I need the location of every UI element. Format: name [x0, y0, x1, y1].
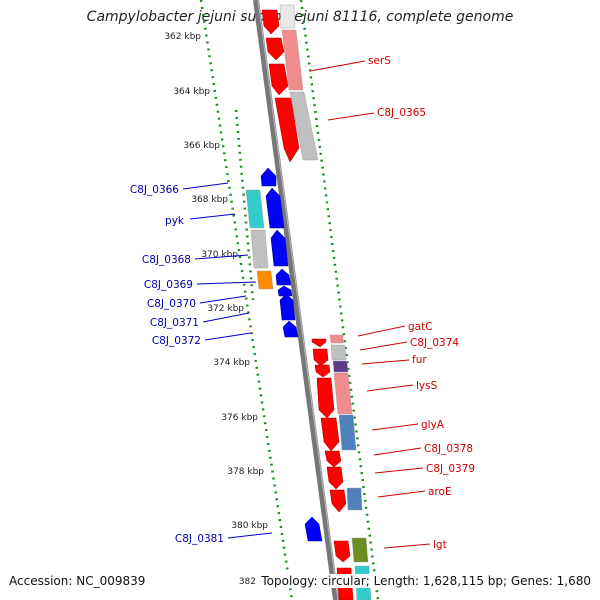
gene-arrow-forward[interactable]	[326, 466, 344, 490]
leader-line	[357, 325, 406, 337]
leader-line	[182, 182, 229, 190]
gene-label[interactable]: glyA	[421, 419, 445, 431]
gene-label[interactable]: C8J_0365	[377, 107, 426, 119]
gene-label[interactable]: C8J_0381	[175, 533, 224, 545]
gene-label[interactable]: fur	[412, 354, 427, 366]
gene-arrow-reverse[interactable]	[304, 516, 323, 542]
cog-bar	[256, 270, 274, 290]
leader-lines-reverse	[182, 182, 273, 539]
gene-arrow-reverse[interactable]	[260, 167, 277, 187]
cog-bar	[351, 537, 369, 563]
gene-arrow-reverse[interactable]	[270, 229, 289, 267]
cog-bar	[289, 91, 319, 161]
gene-label[interactable]: C8J_0378	[424, 443, 473, 455]
cog-bar	[279, 4, 296, 29]
gene-arrow-forward[interactable]	[312, 348, 329, 367]
content-ring-forward-edge	[299, 0, 380, 600]
gene-label[interactable]: C8J_0370	[147, 298, 196, 310]
cog-bar	[332, 360, 349, 373]
gene-label[interactable]: C8J_0366	[130, 184, 179, 196]
gene-arrow-forward[interactable]	[274, 97, 300, 163]
leader-line	[371, 423, 419, 431]
backbone-highlight	[257, 0, 339, 600]
leader-line	[227, 532, 273, 539]
leader-line	[359, 341, 408, 351]
gene-arrow-forward[interactable]	[265, 37, 285, 61]
gene-label[interactable]: C8J_0368	[142, 254, 191, 266]
cog-bar	[333, 372, 353, 415]
tick-label: 378 kbp	[227, 467, 264, 477]
gene-label[interactable]: C8J_0374	[410, 337, 459, 349]
cog-bar	[330, 344, 347, 361]
forward-genes	[261, 9, 354, 600]
tick-label: 382	[239, 577, 256, 587]
gene-arrow-forward[interactable]	[261, 9, 280, 35]
leader-line	[327, 112, 375, 121]
tick-label: 376 kbp	[221, 413, 258, 423]
leader-line	[366, 384, 414, 392]
gene-label[interactable]: C8J_0371	[150, 317, 199, 329]
reverse-genes	[260, 167, 323, 542]
gene-label[interactable]: pyk	[165, 215, 185, 227]
gene-label[interactable]: lysS	[416, 380, 438, 392]
gene-label[interactable]: gatC	[408, 321, 433, 333]
leader-line	[309, 60, 366, 72]
gene-arrow-forward[interactable]	[311, 338, 327, 348]
leader-line	[373, 447, 422, 456]
map-title: Campylobacter jejuni subsp. jejuni 81116…	[86, 9, 514, 25]
genome-backbone	[253, 0, 339, 600]
forward-cog-bars	[279, 4, 372, 600]
tick-label: 380 kbp	[231, 521, 268, 531]
gene-label[interactable]: C8J_0379	[426, 463, 475, 475]
gene-label[interactable]: C8J_0372	[152, 335, 201, 347]
gene-arrow-forward[interactable]	[316, 377, 335, 419]
tick-label: 368 kbp	[191, 195, 228, 205]
cog-bar	[281, 29, 304, 91]
tick-label: 364 kbp	[173, 87, 210, 97]
gene-arrow-forward[interactable]	[268, 63, 289, 96]
tick-label: 374 kbp	[213, 358, 250, 368]
genome-info-label: Topology: circular; Length: 1,628,115 bp…	[261, 574, 591, 588]
tick-ring-outer	[199, 0, 294, 600]
gene-label[interactable]: C8J_0369	[144, 279, 193, 291]
leader-line	[374, 467, 424, 474]
cog-bar	[346, 487, 363, 511]
cog-bar	[338, 414, 357, 451]
leader-line	[383, 543, 431, 549]
leader-line	[194, 254, 249, 260]
cog-bar	[250, 229, 269, 269]
leader-line	[204, 332, 252, 341]
leader-line	[189, 213, 236, 220]
tick-label: 370 kbp	[201, 250, 238, 260]
leader-line	[377, 490, 426, 498]
gene-arrow-forward[interactable]	[324, 450, 342, 468]
leader-lines-forward	[309, 60, 431, 549]
tick-label: 366 kbp	[183, 141, 220, 151]
cog-bar	[245, 189, 265, 229]
gene-arrow-forward[interactable]	[333, 540, 351, 563]
cog-bar	[329, 334, 344, 344]
reverse-cog-bars	[245, 189, 274, 290]
gene-arrow-reverse[interactable]	[279, 293, 296, 321]
leader-line	[199, 295, 247, 304]
leader-line	[196, 281, 257, 285]
accession-label: Accession: NC_009839	[9, 574, 146, 588]
gene-arrow-reverse[interactable]	[277, 285, 293, 297]
leader-line	[202, 312, 250, 323]
gene-arrow-forward[interactable]	[314, 364, 331, 378]
gene-arrow-reverse[interactable]	[275, 268, 292, 286]
gene-arrow-reverse[interactable]	[265, 187, 285, 229]
gene-arrow-reverse[interactable]	[282, 320, 299, 338]
leader-line	[361, 359, 410, 365]
accession-text: Accession: NC_009839	[9, 574, 146, 588]
tick-label: 372 kbp	[207, 304, 244, 314]
gene-label[interactable]: serS	[368, 55, 391, 67]
gene-arrow-forward[interactable]	[320, 417, 340, 452]
gene-arrow-forward[interactable]	[329, 489, 347, 513]
gene-label[interactable]: aroE	[428, 486, 452, 498]
tick-label: 362 kbp	[164, 32, 201, 42]
gene-label[interactable]: lgt	[433, 539, 447, 551]
